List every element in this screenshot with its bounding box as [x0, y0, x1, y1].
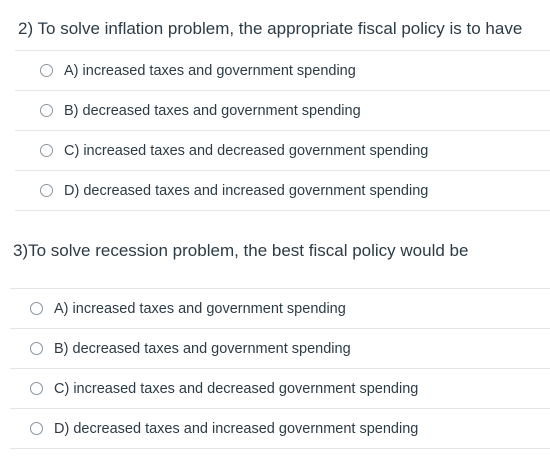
answer-option-c[interactable]: C) increased taxes and decreased governm… [15, 131, 550, 171]
answer-label: D) decreased taxes and increased governm… [64, 182, 429, 199]
answer-list: A) increased taxes and government spendi… [10, 288, 550, 449]
answer-label: D) decreased taxes and increased governm… [54, 420, 419, 437]
question-3: 3)To solve recession problem, the best f… [0, 228, 550, 449]
answer-list: A) increased taxes and government spendi… [15, 50, 550, 211]
answer-label: A) increased taxes and government spendi… [54, 300, 346, 317]
radio-button[interactable] [30, 342, 43, 355]
question-2: 2) To solve inflation problem, the appro… [0, 0, 550, 211]
question-text: 3)To solve recession problem, the best f… [13, 241, 469, 260]
radio-button[interactable] [30, 422, 43, 435]
question-text: 2) To solve inflation problem, the appro… [18, 19, 523, 38]
answer-label: C) increased taxes and decreased governm… [54, 380, 419, 397]
answer-label: A) increased taxes and government spendi… [64, 62, 356, 79]
radio-button[interactable] [40, 64, 53, 77]
answer-option-c[interactable]: C) increased taxes and decreased governm… [10, 369, 550, 409]
radio-button[interactable] [30, 302, 43, 315]
answer-option-b[interactable]: B) decreased taxes and government spendi… [15, 91, 550, 131]
answer-option-d[interactable]: D) decreased taxes and increased governm… [10, 409, 550, 449]
answer-option-a[interactable]: A) increased taxes and government spendi… [15, 51, 550, 91]
answer-option-a[interactable]: A) increased taxes and government spendi… [10, 289, 550, 329]
answer-label: B) decreased taxes and government spendi… [64, 102, 361, 119]
answer-option-b[interactable]: B) decreased taxes and government spendi… [10, 329, 550, 369]
radio-button[interactable] [30, 382, 43, 395]
answer-label: C) increased taxes and decreased governm… [64, 142, 429, 159]
answer-label: B) decreased taxes and government spendi… [54, 340, 351, 357]
radio-button[interactable] [40, 104, 53, 117]
answer-option-d[interactable]: D) decreased taxes and increased governm… [15, 171, 550, 211]
radio-button[interactable] [40, 144, 53, 157]
radio-button[interactable] [40, 184, 53, 197]
